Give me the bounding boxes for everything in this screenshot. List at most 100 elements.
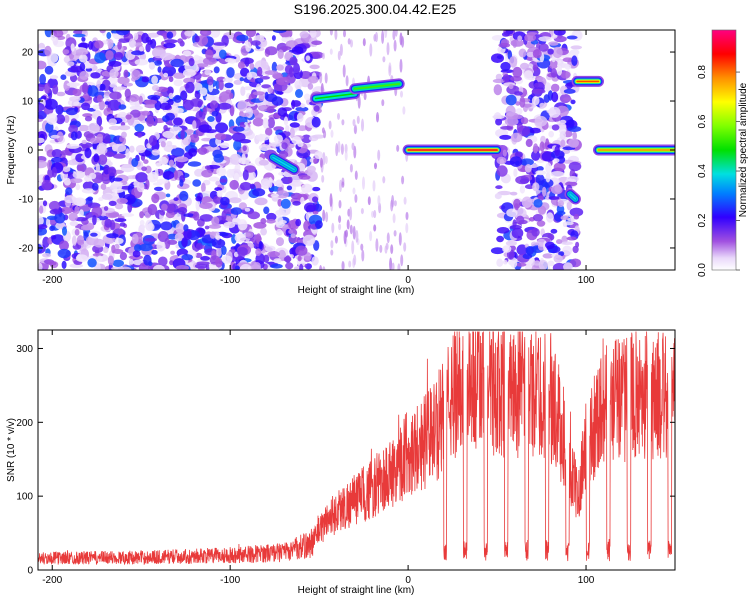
noise-blob: [301, 183, 313, 193]
noise-blob: [222, 77, 234, 82]
noise-blob: [255, 248, 262, 256]
noise-blob: [216, 246, 222, 258]
noise-blob: [110, 77, 118, 85]
noise-blob: [288, 229, 294, 234]
noise-blob: [190, 98, 204, 107]
noise-blob: [311, 40, 323, 46]
noise-blob: [552, 262, 566, 270]
noise-blob: [265, 127, 273, 136]
noise-blob: [44, 98, 58, 110]
noise-blob: [264, 91, 269, 100]
noise-blob: [338, 199, 342, 209]
noise-blob: [192, 179, 202, 187]
noise-blob: [271, 61, 278, 73]
noise-blob: [78, 209, 84, 218]
noise-blob: [496, 258, 504, 267]
noise-blob: [108, 118, 117, 126]
noise-blob: [134, 123, 145, 132]
noise-blob: [174, 232, 184, 242]
noise-blob: [50, 235, 57, 240]
noise-blob: [259, 76, 270, 80]
noise-blob: [115, 30, 130, 36]
noise-blob: [74, 217, 88, 222]
noise-blob: [353, 125, 357, 135]
noise-blob: [155, 162, 162, 167]
noise-blob: [492, 114, 505, 119]
noise-blob: [173, 117, 183, 126]
noise-blob: [65, 107, 78, 116]
noise-blob: [504, 117, 519, 126]
noise-blob: [118, 38, 130, 43]
noise-blob: [87, 85, 99, 97]
noise-blob: [304, 93, 311, 101]
noise-blob: [115, 203, 124, 210]
noise-blob: [325, 211, 329, 223]
noise-blob: [134, 58, 149, 66]
noise-blob: [531, 96, 540, 106]
noise-blob: [94, 52, 106, 64]
noise-blob: [153, 60, 162, 66]
noise-blob: [201, 137, 212, 142]
noise-blob: [139, 182, 144, 189]
noise-blob: [297, 255, 302, 262]
noise-blob: [70, 131, 78, 141]
noise-blob: [321, 175, 325, 183]
noise-blob: [525, 138, 533, 148]
noise-blob: [566, 35, 578, 40]
noise-blob: [127, 202, 133, 213]
noise-blob: [252, 188, 266, 197]
colorbar-gradient: [712, 30, 736, 270]
noise-blob: [44, 82, 51, 95]
noise-blob: [572, 245, 579, 254]
colorbar-tick-label: 0.4: [697, 164, 708, 178]
noise-blob: [53, 30, 64, 38]
noise-blob: [71, 235, 77, 246]
noise-blob: [533, 199, 543, 208]
noise-blob: [393, 39, 397, 52]
noise-blob: [157, 66, 162, 73]
noise-blob: [523, 70, 534, 80]
noise-blob: [188, 148, 198, 157]
noise-blob: [215, 232, 221, 241]
noise-blob: [92, 214, 97, 226]
noise-blob: [208, 224, 222, 229]
noise-blob: [377, 149, 381, 161]
noise-blob: [234, 233, 246, 243]
noise-blob: [355, 229, 359, 243]
noise-blob: [502, 149, 507, 157]
noise-blob: [69, 96, 81, 102]
noise-blob: [307, 83, 314, 90]
noise-blob: [42, 253, 52, 258]
noise-blob: [518, 48, 527, 58]
noise-blob: [214, 187, 223, 192]
noise-blob: [168, 76, 174, 83]
spectrogram-ticks: [38, 30, 675, 270]
noise-blob: [91, 206, 103, 218]
noise-blob: [357, 95, 361, 109]
noise-blob: [375, 238, 379, 252]
noise-blob: [121, 213, 135, 217]
noise-blob: [109, 68, 119, 79]
noise-blob: [280, 198, 291, 209]
noise-blob: [172, 106, 179, 114]
noise-blob: [374, 162, 377, 170]
signal-track: [314, 92, 356, 100]
noise-blob: [351, 142, 355, 151]
noise-blob: [38, 227, 47, 236]
noise-blob: [266, 212, 277, 221]
noise-blob: [102, 246, 109, 253]
noise-blob: [173, 94, 182, 103]
noise-blob: [277, 49, 284, 59]
noise-blob: [172, 145, 177, 149]
noise-blob: [346, 219, 350, 230]
noise-blob: [240, 112, 250, 117]
noise-blob: [151, 249, 158, 255]
noise-blob: [81, 188, 96, 194]
noise-blob: [84, 147, 92, 159]
noise-blob: [510, 191, 518, 196]
snr-xlabel: Height of straight line (km): [298, 585, 415, 596]
noise-blob: [289, 127, 295, 139]
noise-blob: [161, 203, 168, 211]
noise-blob: [384, 245, 388, 254]
